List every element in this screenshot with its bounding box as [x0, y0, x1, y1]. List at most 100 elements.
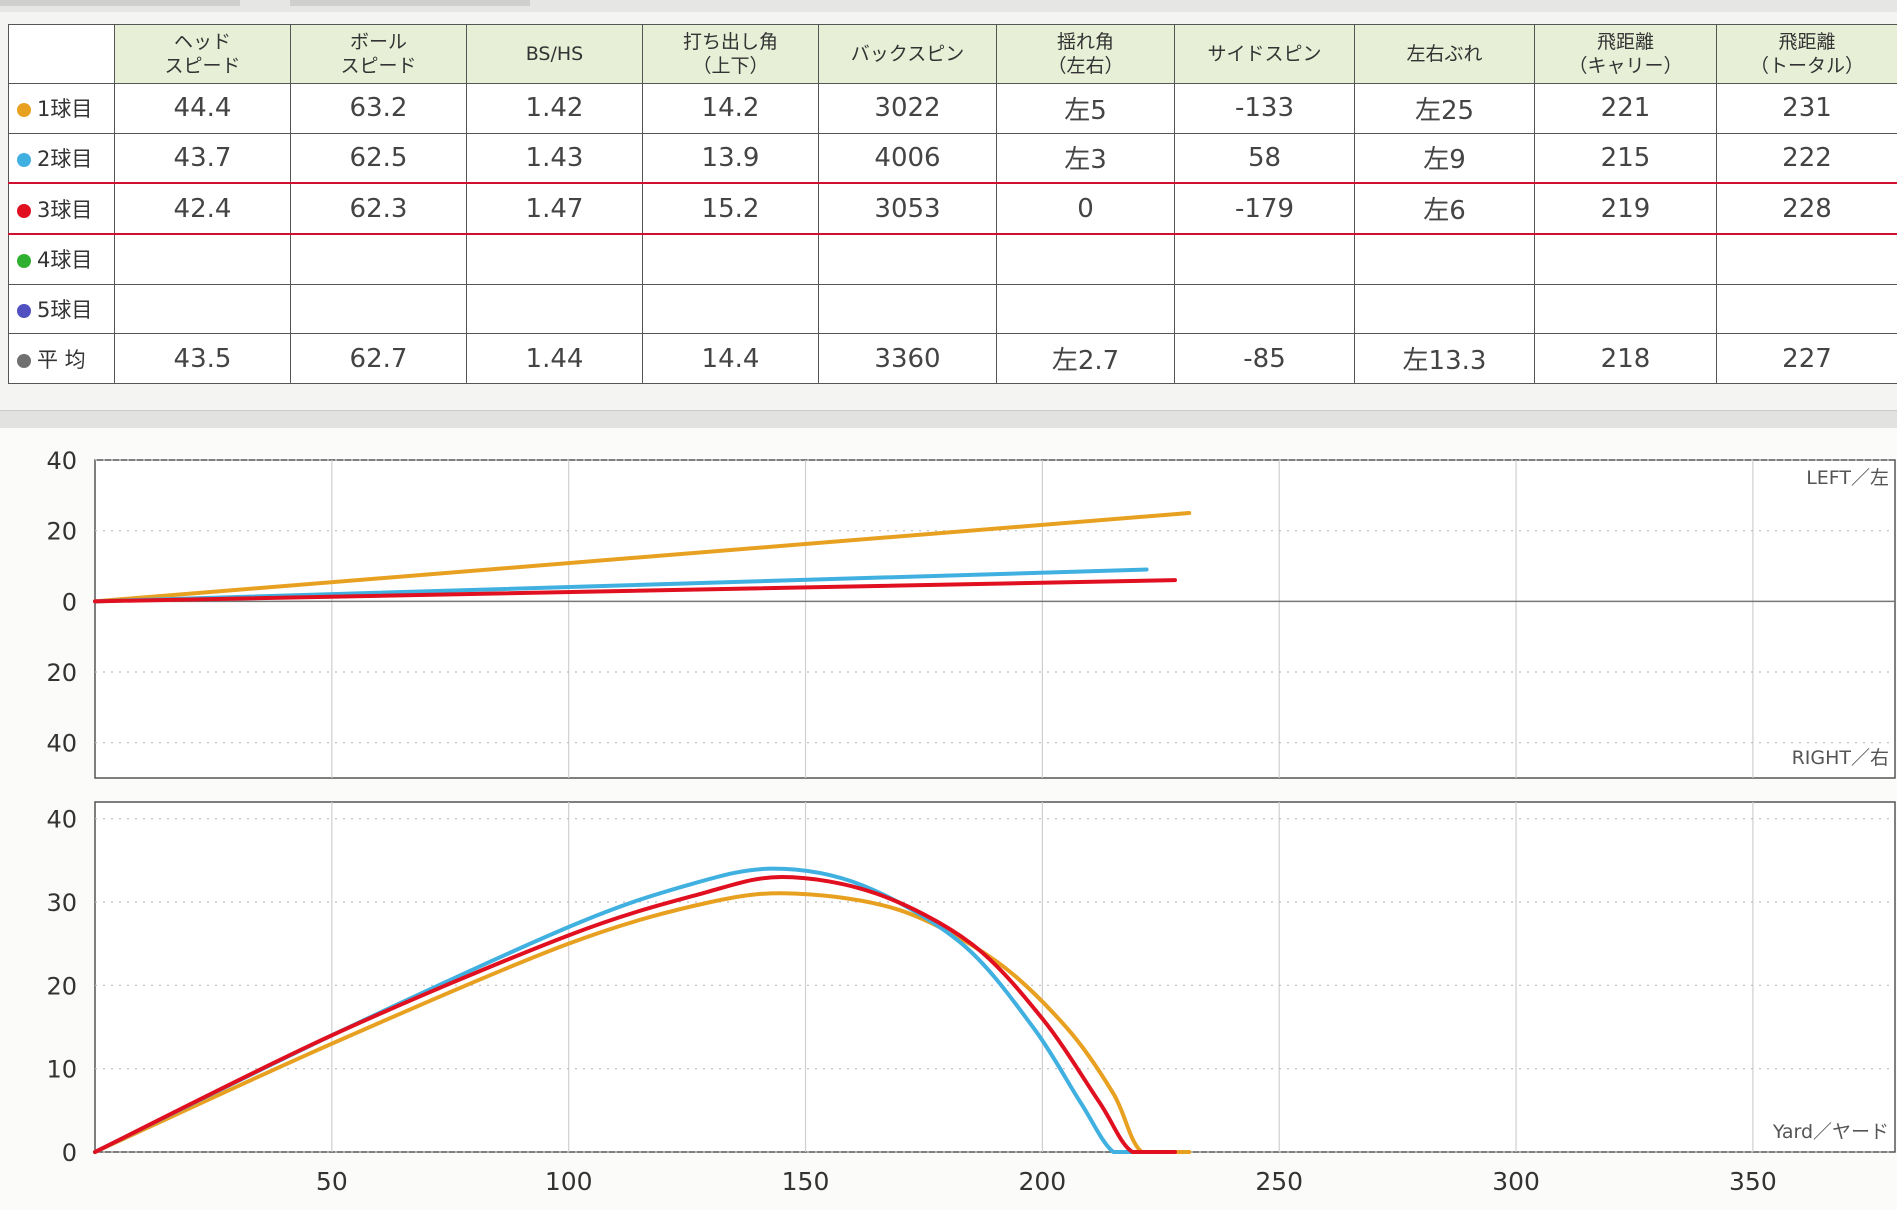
y-tick-label: 20	[46, 659, 77, 687]
y-tick-label: 0	[62, 1139, 77, 1167]
table-cell: 左9	[1354, 132, 1535, 184]
table-cell	[290, 283, 467, 335]
table-cell: 42.4	[114, 182, 291, 235]
column-header-line1: バックスピン	[850, 43, 965, 65]
top-view-chart: 40 20 0 20 40 LEFT／左 RIGHT／右	[46, 448, 1896, 779]
table-cell: 227	[1716, 333, 1897, 384]
table-row[interactable]: 平 均 43.5 62.7 1.44 14.4 3360 左2.7 -85 左13.3 218 22…	[8, 333, 1897, 384]
x-tick-label: 150	[782, 1167, 830, 1196]
top-tab[interactable]	[0, 0, 240, 6]
series-dot-icon	[17, 152, 31, 167]
table-cell: 44.4	[114, 83, 291, 134]
table-header-row: ヘッド スピード ボール スピード BS/HS 打ち出し角 （上下） バックスピン 揺れ角 （左右…	[8, 24, 1897, 84]
series-dot-icon	[17, 203, 31, 218]
table-cell	[114, 283, 291, 335]
y-tick-label: 20	[46, 972, 77, 1000]
table-cell: 14.2	[642, 83, 819, 134]
table-cell: 左25	[1354, 83, 1535, 134]
column-header: ヘッド スピード	[114, 24, 291, 84]
corner-label-bottom: RIGHT／右	[1792, 747, 1889, 769]
row-label: 平 均	[8, 333, 115, 384]
column-header-line1: 飛距離	[1596, 31, 1654, 53]
column-header-line1: 揺れ角	[1056, 31, 1114, 53]
y-tick-label: 40	[46, 730, 77, 758]
column-header-line2: スピード	[340, 55, 417, 77]
table-cell	[1716, 233, 1897, 285]
series-dot-icon	[17, 254, 31, 269]
corner-label-top: LEFT／左	[1806, 467, 1889, 489]
table-cell: 219	[1534, 182, 1717, 235]
table-cell: 1.43	[466, 132, 643, 184]
shot-data-table: ヘッド スピード ボール スピード BS/HS 打ち出し角 （上下） バックスピン 揺れ角 （左右…	[8, 24, 1897, 384]
row-label-text: 2球目	[37, 146, 93, 171]
table-cell: 1.42	[466, 83, 643, 134]
row-label-text: 平 均	[37, 347, 86, 372]
table-cell: 3022	[818, 83, 997, 134]
trajectory-line	[93, 578, 1177, 604]
x-tick-label: 250	[1255, 1167, 1303, 1196]
column-header-line1: 左右ぶれ	[1406, 43, 1483, 65]
table-cell: 62.5	[290, 132, 467, 184]
column-header-line2: （トータル）	[1749, 55, 1864, 77]
y-tick-label: 40	[46, 806, 77, 834]
table-cell: 1.47	[466, 182, 643, 235]
table-row[interactable]: 1球目 44.4 63.2 1.42 14.2 3022 左5 -133 左25 221 231	[8, 83, 1897, 134]
row-label-text: 5球目	[37, 297, 93, 322]
table-cell: 231	[1716, 83, 1897, 134]
table-cell: 58	[1174, 132, 1355, 184]
table-cell: 1.44	[466, 333, 643, 384]
table-cell	[290, 233, 467, 285]
table-cell: 左6	[1354, 182, 1535, 235]
row-label: 5球目	[8, 283, 115, 335]
table-cell	[1716, 283, 1897, 335]
trajectory-line	[93, 875, 1177, 1154]
table-row[interactable]: 2球目 43.7 62.5 1.43 13.9 4006 左3 58 左9 215 222	[8, 132, 1897, 184]
row-label: 4球目	[8, 233, 115, 285]
column-header-line2: スピード	[164, 55, 241, 77]
table-cell: 左5	[996, 83, 1175, 134]
table-row[interactable]: 4球目	[8, 233, 1897, 285]
column-header: 飛距離 （キャリー）	[1534, 24, 1717, 84]
table-row[interactable]: 5球目	[8, 283, 1897, 335]
column-header-line1: サイドスピン	[1207, 43, 1322, 65]
corner-label-bottom: Yard／ヤード	[1772, 1121, 1889, 1143]
plot-area	[94, 459, 1896, 779]
top-strip	[0, 0, 1897, 12]
table-cell	[642, 233, 819, 285]
table-cell: 0	[996, 182, 1175, 235]
table-cell	[1174, 233, 1355, 285]
table-cell: 228	[1716, 182, 1897, 235]
table-cell: 43.5	[114, 333, 291, 384]
column-header: ボール スピード	[290, 24, 467, 84]
x-tick-label: 350	[1729, 1167, 1777, 1196]
table-row[interactable]: 3球目 42.4 62.3 1.47 15.2 3053 0 -179 左6 219 228	[8, 182, 1897, 235]
series-dot-icon	[17, 103, 31, 118]
top-tab[interactable]	[290, 0, 530, 6]
shot-data-table-wrap: ヘッド スピード ボール スピード BS/HS 打ち出し角 （上下） バックスピン 揺れ角 （左右…	[8, 24, 1897, 384]
table-corner-cell	[8, 24, 115, 84]
trajectory-panel: 40 20 0 20 40 LEFT／左 RIGHT／右 40 30 20 10 0 50 100 150…	[0, 428, 1897, 1210]
row-label: 3球目	[8, 182, 115, 235]
table-cell: 15.2	[642, 182, 819, 235]
table-cell	[114, 233, 291, 285]
table-cell: -179	[1174, 182, 1355, 235]
section-divider	[0, 410, 1897, 430]
table-cell: 43.7	[114, 132, 291, 184]
column-header: 左右ぶれ	[1354, 24, 1535, 84]
x-tick-label: 50	[316, 1167, 348, 1196]
table-cell	[1354, 233, 1535, 285]
table-cell	[1534, 283, 1717, 335]
table-cell	[466, 233, 643, 285]
column-header: BS/HS	[466, 24, 643, 84]
column-header: 飛距離 （トータル）	[1716, 24, 1897, 84]
x-tick-label: 300	[1492, 1167, 1540, 1196]
table-cell: 14.4	[642, 333, 819, 384]
x-tick-label: 100	[545, 1167, 593, 1196]
column-header-line1: ボール	[349, 31, 407, 53]
table-cell: -133	[1174, 83, 1355, 134]
y-tick-label: 10	[46, 1056, 77, 1084]
y-tick-label: 30	[46, 889, 77, 917]
y-tick-label: 40	[46, 448, 77, 475]
table-cell: 215	[1534, 132, 1717, 184]
table-cell: 左3	[996, 132, 1175, 184]
